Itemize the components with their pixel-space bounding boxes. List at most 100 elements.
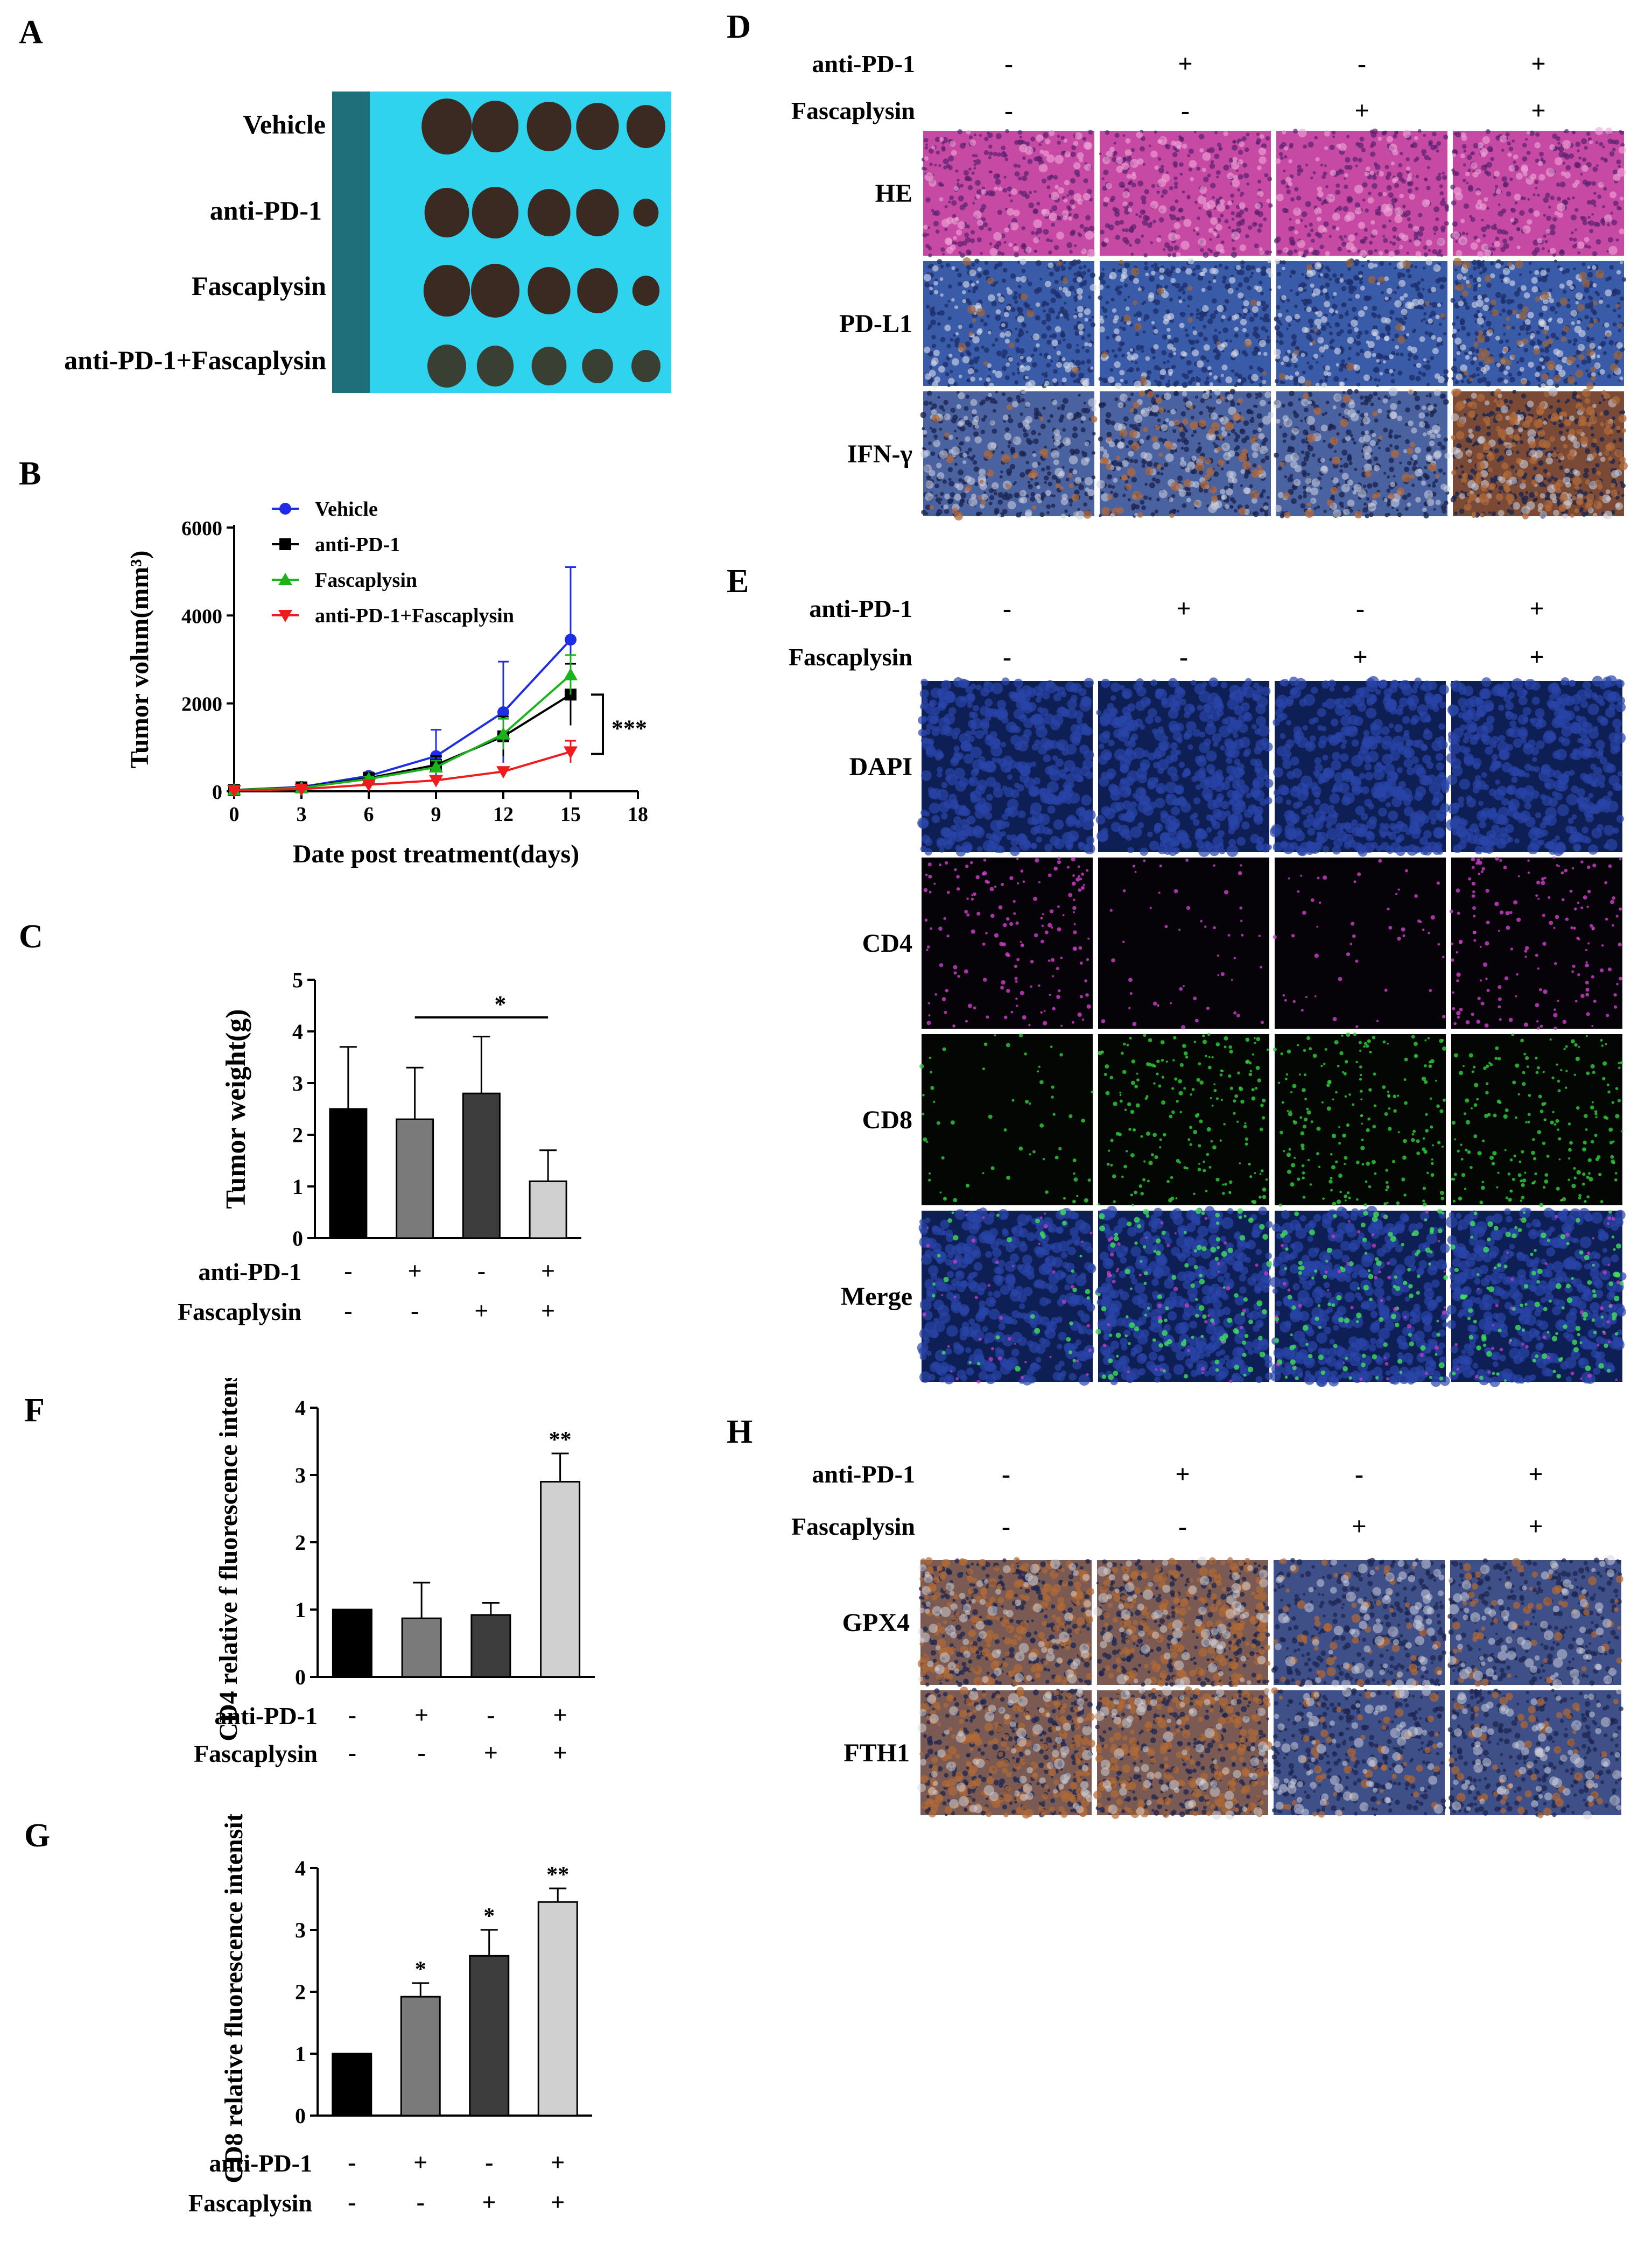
micrograph-speckle	[1317, 186, 1323, 192]
micrograph-speckle	[1078, 312, 1083, 318]
micrograph-speckle	[1332, 405, 1337, 410]
micrograph-speckle	[1268, 203, 1273, 208]
micrograph-speckle	[1544, 356, 1550, 362]
micrograph-speckle	[1217, 305, 1224, 312]
micrograph-speckle	[1145, 436, 1150, 440]
micrograph-speckle	[1440, 483, 1447, 490]
micrograph-speckle	[1156, 464, 1162, 469]
micrograph-speckle	[1106, 463, 1112, 470]
micrograph-speckle	[1074, 477, 1082, 484]
micrograph-speckle	[1394, 445, 1400, 450]
micrograph-speckle	[1125, 138, 1131, 144]
micrograph-speckle	[1174, 181, 1178, 186]
micrograph-speckle	[1069, 261, 1075, 267]
micrograph-speckle	[1261, 489, 1266, 494]
panel-a-row-label: anti-PD-1+Fascaplysin	[64, 345, 326, 375]
micrograph-speckle	[1440, 254, 1443, 257]
micrograph-speckle	[1592, 265, 1597, 270]
micrograph-speckle	[1131, 224, 1137, 230]
micrograph-speckle	[1289, 275, 1292, 278]
micrograph-speckle	[1339, 501, 1344, 507]
micrograph-speckle	[1556, 136, 1561, 142]
micrograph-speckle	[1212, 195, 1215, 199]
micrograph-speckle	[1294, 465, 1302, 473]
micrograph-speckle	[1116, 165, 1123, 173]
micrograph-speckle	[1082, 271, 1086, 276]
micrograph-speckle	[1461, 135, 1467, 141]
micrograph-speckle	[966, 130, 971, 135]
micrograph-speckle	[1566, 428, 1570, 432]
micrograph-speckle	[1574, 228, 1577, 231]
micrograph-speckle	[963, 202, 968, 207]
micrograph-speckle	[1213, 276, 1217, 279]
micrograph-speckle	[1231, 315, 1237, 321]
micrograph-speckle	[1254, 346, 1259, 351]
micrograph-speckle	[1010, 188, 1017, 195]
micrograph-speckle	[1267, 335, 1270, 339]
condition-sign: +	[553, 1739, 567, 1766]
micrograph-speckle	[1046, 355, 1051, 360]
micrograph-speckle	[1377, 192, 1383, 197]
micrograph-speckle	[1576, 349, 1581, 356]
micrograph-speckle	[1206, 359, 1210, 363]
micrograph-speckle	[983, 347, 989, 353]
micrograph-speckle	[1566, 304, 1571, 308]
micrograph-speckle	[1358, 157, 1362, 163]
micrograph-speckle	[1363, 434, 1371, 442]
micrograph-speckle	[1101, 177, 1105, 180]
micrograph-speckle	[1099, 403, 1102, 406]
micrograph-speckle	[1278, 152, 1283, 157]
micrograph-speckle	[1398, 318, 1403, 323]
micrograph-speckle	[1401, 308, 1408, 315]
micrograph-speckle	[1574, 382, 1578, 385]
micrograph-speckle	[1046, 238, 1050, 242]
micrograph-speckle	[1564, 172, 1571, 179]
micrograph-speckle	[1363, 452, 1372, 460]
micrograph-speckle	[973, 431, 979, 437]
micrograph-speckle	[1559, 298, 1568, 306]
micrograph-speckle	[967, 289, 971, 293]
micrograph-speckle	[1112, 157, 1117, 163]
micrograph-speckle	[1006, 496, 1010, 501]
micrograph-speckle	[1477, 310, 1480, 313]
micrograph-speckle	[1387, 172, 1392, 177]
micrograph-speckle	[1245, 333, 1249, 338]
data-point	[565, 634, 577, 646]
micrograph-tile	[1273, 387, 1451, 519]
micrograph-speckle	[1105, 300, 1109, 305]
micrograph-speckle	[1016, 395, 1021, 400]
micrograph-speckle	[1300, 450, 1305, 454]
micrograph-speckle	[924, 172, 934, 181]
micrograph-speckle	[922, 447, 925, 450]
micrograph-speckle	[1239, 141, 1245, 147]
micrograph-speckle	[1039, 512, 1045, 517]
micrograph-speckle	[1190, 377, 1196, 382]
micrograph-speckle	[1486, 320, 1492, 327]
micrograph-speckle	[983, 450, 993, 459]
micrograph-speckle	[1504, 278, 1508, 282]
micrograph-speckle	[1194, 227, 1199, 231]
micrograph-speckle	[1501, 293, 1507, 299]
micrograph-speckle	[944, 413, 951, 420]
micrograph-speckle	[1173, 245, 1179, 251]
micrograph-speckle	[1123, 283, 1128, 287]
micrograph-speckle	[1147, 461, 1153, 467]
micrograph-speckle	[1003, 312, 1009, 318]
micrograph-speckle	[1161, 165, 1164, 168]
micrograph-speckle	[1306, 306, 1312, 312]
micrograph-speckle	[925, 512, 929, 515]
micrograph-speckle	[1210, 217, 1218, 225]
micrograph-speckle	[1106, 150, 1113, 158]
micrograph-speckle	[1537, 277, 1543, 282]
micrograph-speckle	[1277, 285, 1281, 289]
micrograph-speckle	[1084, 477, 1093, 486]
micrograph-speckle	[1320, 325, 1327, 331]
micrograph-speckle	[946, 164, 951, 168]
micrograph-speckle	[1486, 207, 1489, 210]
micrograph-speckle	[1458, 236, 1467, 245]
micrograph-speckle	[1235, 434, 1241, 439]
micrograph-speckle	[1430, 356, 1435, 361]
micrograph-speckle	[1605, 127, 1613, 135]
micrograph-speckle	[1172, 152, 1178, 158]
micrograph-speckle	[1313, 507, 1317, 510]
